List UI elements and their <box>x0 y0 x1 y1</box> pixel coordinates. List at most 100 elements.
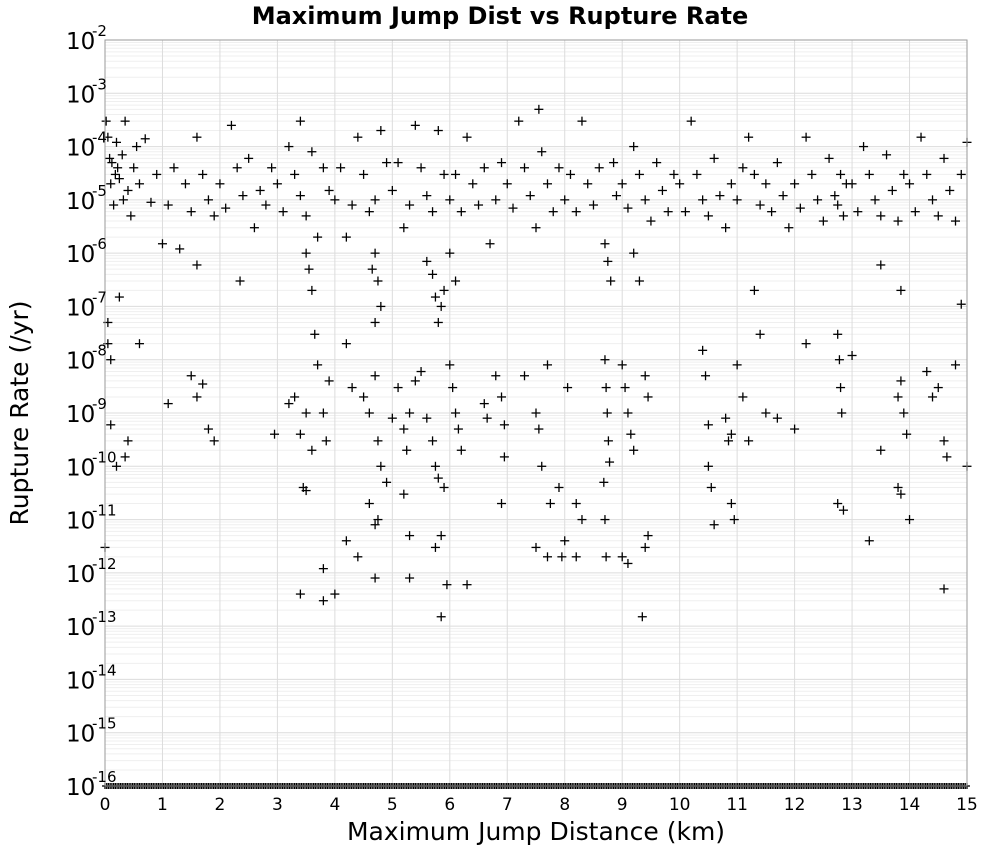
data-point <box>942 452 952 462</box>
data-point <box>870 195 880 205</box>
data-point <box>313 232 323 242</box>
x-tick-label: 13 <box>841 795 863 815</box>
y-tick-label: 10 <box>66 615 95 641</box>
y-tick-label: 10 <box>66 509 95 535</box>
data-point <box>790 179 800 189</box>
data-point <box>439 285 449 295</box>
data-point <box>353 552 363 562</box>
data-point <box>497 158 507 168</box>
data-point <box>382 477 392 487</box>
x-axis-ticks: 0 1 2 3 4 5 6 7 8 9 10 11 12 13 14 15 <box>100 795 978 815</box>
data-point <box>698 345 708 355</box>
data-point <box>347 383 357 393</box>
data-point <box>126 211 136 221</box>
data-point <box>721 223 731 233</box>
data-point <box>110 169 120 179</box>
y-tick-label: 10 <box>66 189 95 215</box>
x-tick-label: 5 <box>387 795 398 815</box>
y-tick-exponent: -16 <box>92 768 117 786</box>
data-point <box>531 223 541 233</box>
y-tick-exponent: -3 <box>92 75 107 93</box>
data-point <box>433 126 443 136</box>
data-point <box>157 239 167 249</box>
data-point <box>295 191 305 201</box>
data-point <box>301 408 311 418</box>
data-point <box>330 589 340 599</box>
data-point <box>226 120 236 130</box>
data-point <box>203 195 213 205</box>
data-point <box>833 200 843 210</box>
data-point <box>531 542 541 552</box>
data-point <box>462 132 472 142</box>
data-point <box>284 399 294 409</box>
data-point <box>330 195 340 205</box>
data-point <box>140 134 150 144</box>
data-point <box>601 552 611 562</box>
data-point <box>606 276 616 286</box>
y-tick-exponent: -9 <box>92 395 107 413</box>
data-point <box>370 317 380 327</box>
data-point <box>834 355 844 365</box>
y-tick-exponent: -10 <box>92 448 117 466</box>
data-point <box>118 195 128 205</box>
data-point <box>537 461 547 471</box>
data-point <box>439 482 449 492</box>
data-point <box>123 436 133 446</box>
data-point <box>318 163 328 173</box>
data-point <box>430 292 440 302</box>
data-point <box>405 531 415 541</box>
data-point <box>508 203 518 213</box>
data-point <box>657 185 667 195</box>
data-point <box>307 285 317 295</box>
data-point <box>382 158 392 168</box>
data-point <box>837 408 847 418</box>
data-point <box>209 436 219 446</box>
data-point <box>120 452 130 462</box>
data-point <box>367 264 377 274</box>
data-point <box>442 580 452 590</box>
x-tick-label: 0 <box>100 795 111 815</box>
data-point <box>393 158 403 168</box>
data-point <box>876 260 886 270</box>
data-point <box>232 163 242 173</box>
data-point <box>376 126 386 136</box>
data-point <box>563 383 573 393</box>
y-tick-exponent: -13 <box>92 608 117 626</box>
data-point <box>129 163 139 173</box>
data-point <box>755 329 765 339</box>
data-point <box>772 413 782 423</box>
data-point <box>313 360 323 370</box>
data-point <box>169 163 179 173</box>
data-point <box>565 169 575 179</box>
data-point <box>405 200 415 210</box>
data-point <box>749 169 759 179</box>
data-point <box>215 179 225 189</box>
data-point <box>560 195 570 205</box>
data-point <box>448 383 458 393</box>
x-tick-label: 10 <box>669 795 691 815</box>
data-point <box>602 408 612 418</box>
data-point <box>669 169 679 179</box>
data-point <box>422 413 432 423</box>
data-point <box>646 216 656 226</box>
data-point <box>801 132 811 142</box>
data-point <box>680 207 690 217</box>
data-point <box>152 169 162 179</box>
data-point <box>451 169 461 179</box>
data-point <box>341 339 351 349</box>
data-point <box>520 163 530 173</box>
data-point <box>261 200 271 210</box>
data-point <box>324 376 334 386</box>
data-point <box>497 392 507 402</box>
data-point <box>410 376 420 386</box>
data-point <box>847 350 857 360</box>
y-tick-label: 10 <box>66 29 95 55</box>
data-point <box>321 436 331 446</box>
data-point <box>485 239 495 249</box>
data-point <box>721 413 731 423</box>
y-tick-exponent: -6 <box>92 235 107 253</box>
data-point <box>838 211 848 221</box>
data-point <box>235 276 245 286</box>
data-point <box>428 436 438 446</box>
